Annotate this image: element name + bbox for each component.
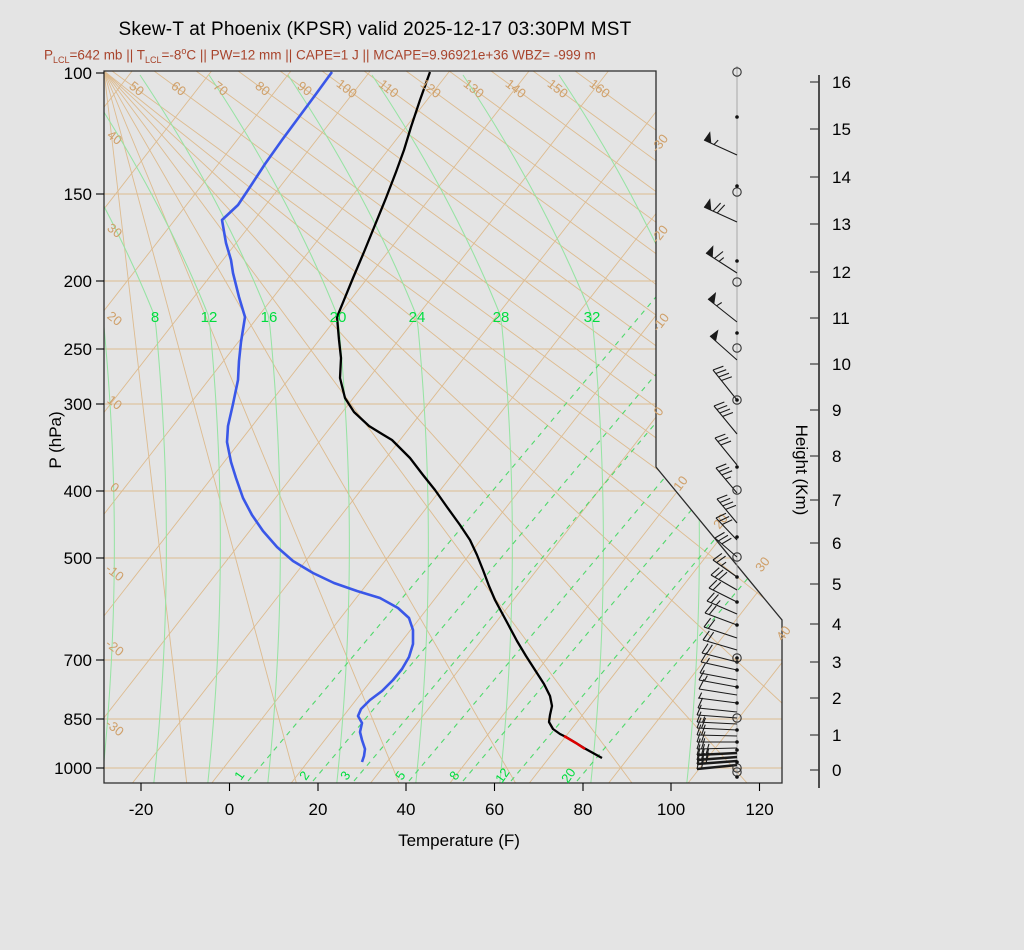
dewpoint-curve <box>220 71 415 763</box>
svg-text:16: 16 <box>261 309 278 326</box>
svg-text:100: 100 <box>64 64 92 83</box>
height-axis-label: Height (Km) <box>792 424 811 516</box>
svg-text:850: 850 <box>64 710 92 729</box>
svg-text:10: 10 <box>670 473 691 494</box>
svg-text:150: 150 <box>545 76 571 101</box>
svg-text:24: 24 <box>409 309 426 326</box>
svg-text:20: 20 <box>710 511 731 532</box>
svg-text:1: 1 <box>231 768 247 783</box>
svg-text:13: 13 <box>832 215 851 234</box>
svg-text:-30: -30 <box>648 131 671 155</box>
svg-text:80: 80 <box>574 800 593 819</box>
dry-adiabat-gridlines <box>104 71 782 783</box>
svg-text:30: 30 <box>752 554 773 575</box>
svg-text:60: 60 <box>485 800 504 819</box>
svg-text:4: 4 <box>832 615 841 634</box>
svg-text:7: 7 <box>832 491 841 510</box>
svg-text:0: 0 <box>650 404 666 419</box>
svg-text:2: 2 <box>832 689 841 708</box>
svg-text:20: 20 <box>330 309 347 326</box>
svg-text:14: 14 <box>832 168 851 187</box>
temperature-axis: -20 0 20 40 60 80 100 120 <box>129 783 774 819</box>
svg-text:16: 16 <box>832 73 851 92</box>
pressure-axis: 100 150 200 250 300 400 500 700 850 1000 <box>54 64 104 778</box>
svg-text:-10: -10 <box>103 561 127 584</box>
svg-text:500: 500 <box>64 549 92 568</box>
svg-text:0: 0 <box>225 800 234 819</box>
svg-text:250: 250 <box>64 340 92 359</box>
svg-text:3: 3 <box>832 653 841 672</box>
svg-text:130: 130 <box>461 76 487 101</box>
temperature-axis-label: Temperature (F) <box>398 831 520 850</box>
svg-text:2: 2 <box>296 768 312 783</box>
svg-text:0: 0 <box>832 761 841 780</box>
svg-text:110: 110 <box>376 76 402 101</box>
svg-text:100: 100 <box>334 76 360 101</box>
svg-text:5: 5 <box>392 768 408 783</box>
svg-text:160: 160 <box>587 76 613 101</box>
svg-text:300: 300 <box>64 395 92 414</box>
plot-border <box>103 70 783 784</box>
svg-text:32: 32 <box>584 309 601 326</box>
svg-text:150: 150 <box>64 185 92 204</box>
sounding-curves <box>220 71 603 763</box>
svg-text:-20: -20 <box>648 222 671 246</box>
moist-adiabat-lines <box>104 74 700 783</box>
svg-text:20: 20 <box>309 800 328 819</box>
svg-text:40: 40 <box>773 623 794 644</box>
svg-text:28: 28 <box>493 309 510 326</box>
svg-text:200: 200 <box>64 272 92 291</box>
svg-text:40: 40 <box>104 127 125 148</box>
svg-text:700: 700 <box>64 651 92 670</box>
isotherm-gridlines <box>104 71 782 783</box>
svg-text:9: 9 <box>832 401 841 420</box>
chart-title: Skew-T at Phoenix (KPSR) valid 2025-12-1… <box>118 19 632 40</box>
svg-text:8: 8 <box>832 447 841 466</box>
chart-subtitle: PLCL=642 mb || TLCL=-8oC || PW=12 mm || … <box>44 46 596 66</box>
mixing-ratio-lines <box>247 71 782 782</box>
svg-text:-10: -10 <box>649 310 672 334</box>
svg-text:12: 12 <box>492 765 513 785</box>
svg-text:5: 5 <box>832 575 841 594</box>
svg-text:100: 100 <box>657 800 685 819</box>
plot-gridlines <box>104 71 782 783</box>
svg-text:40: 40 <box>397 800 416 819</box>
svg-text:-20: -20 <box>129 800 154 819</box>
svg-text:60: 60 <box>168 78 189 99</box>
svg-text:400: 400 <box>64 482 92 501</box>
svg-text:10: 10 <box>832 355 851 374</box>
svg-text:80: 80 <box>252 78 273 99</box>
wind-barb-column <box>696 66 742 779</box>
svg-text:90: 90 <box>294 78 315 99</box>
svg-text:20: 20 <box>104 308 125 329</box>
svg-text:-20: -20 <box>103 636 127 659</box>
svg-text:12: 12 <box>201 309 218 326</box>
svg-text:15: 15 <box>832 120 851 139</box>
svg-text:10: 10 <box>104 392 125 413</box>
svg-text:140: 140 <box>503 76 529 101</box>
svg-text:3: 3 <box>337 768 353 783</box>
svg-text:1: 1 <box>832 726 841 745</box>
red-segment <box>563 734 586 751</box>
temperature-curve <box>335 71 603 760</box>
svg-text:1000: 1000 <box>54 759 92 778</box>
svg-text:8: 8 <box>151 309 159 326</box>
svg-text:120: 120 <box>745 800 773 819</box>
svg-text:11: 11 <box>832 309 850 328</box>
svg-text:12: 12 <box>832 263 851 282</box>
svg-text:20: 20 <box>558 765 579 785</box>
pressure-axis-label: P (hPa) <box>46 411 65 469</box>
svg-text:6: 6 <box>832 534 841 553</box>
